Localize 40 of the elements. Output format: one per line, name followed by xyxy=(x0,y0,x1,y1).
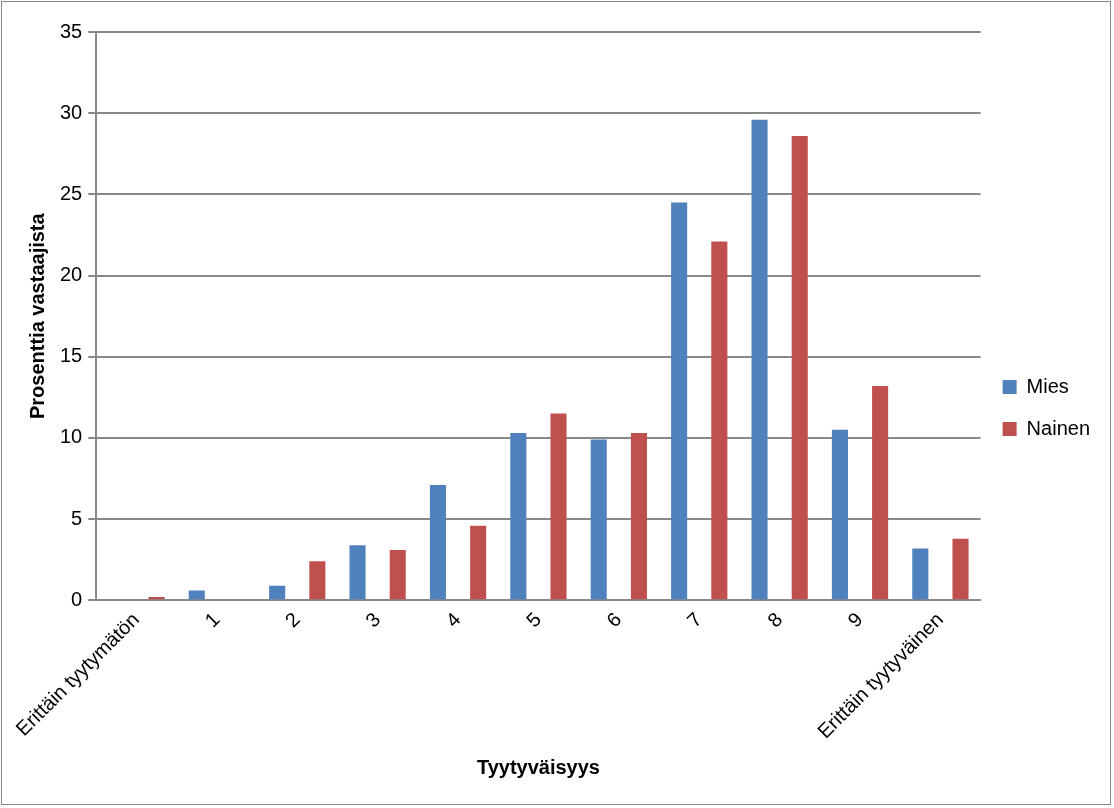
x-axis-title: Tyytyväisyys xyxy=(476,755,600,778)
bar xyxy=(309,561,326,600)
x-tick-label: 4 xyxy=(441,608,465,632)
y-tick-label: 5 xyxy=(71,506,83,529)
bar xyxy=(751,119,768,600)
x-tick-label: 5 xyxy=(521,608,546,632)
legend-label: Nainen xyxy=(1026,416,1091,439)
y-tick-label: 25 xyxy=(60,181,83,204)
legend-label: Mies xyxy=(1026,374,1069,397)
y-tick-label: 35 xyxy=(60,19,83,42)
bar xyxy=(188,590,205,600)
x-tick-label: 1 xyxy=(200,608,224,632)
bar xyxy=(470,525,487,600)
bar xyxy=(671,202,688,600)
y-tick-label: 20 xyxy=(60,263,83,286)
y-tick-label: 10 xyxy=(60,425,83,448)
x-tick-label: 6 xyxy=(602,608,626,632)
bar xyxy=(510,433,527,600)
bar xyxy=(831,429,848,600)
bar xyxy=(429,485,446,600)
bar xyxy=(791,135,808,600)
bar xyxy=(872,386,889,600)
x-tick-label: 3 xyxy=(360,608,385,632)
x-tick-label: 2 xyxy=(280,608,304,632)
bar xyxy=(952,538,969,600)
y-tick-label: 15 xyxy=(60,344,83,367)
bar xyxy=(590,439,607,600)
y-tick-label: 30 xyxy=(60,100,83,123)
bar xyxy=(711,241,728,600)
x-tick-label: 7 xyxy=(682,608,706,632)
bar xyxy=(349,545,366,600)
x-tick-label: 9 xyxy=(843,608,867,632)
bar xyxy=(630,433,647,600)
y-tick-label: 0 xyxy=(71,587,83,610)
bar xyxy=(912,548,929,600)
bar xyxy=(550,413,567,600)
y-axis-title: Prosenttia vastaajista xyxy=(25,212,48,419)
x-tick-label: 8 xyxy=(762,608,787,632)
bar xyxy=(389,550,406,600)
bar xyxy=(269,585,286,600)
